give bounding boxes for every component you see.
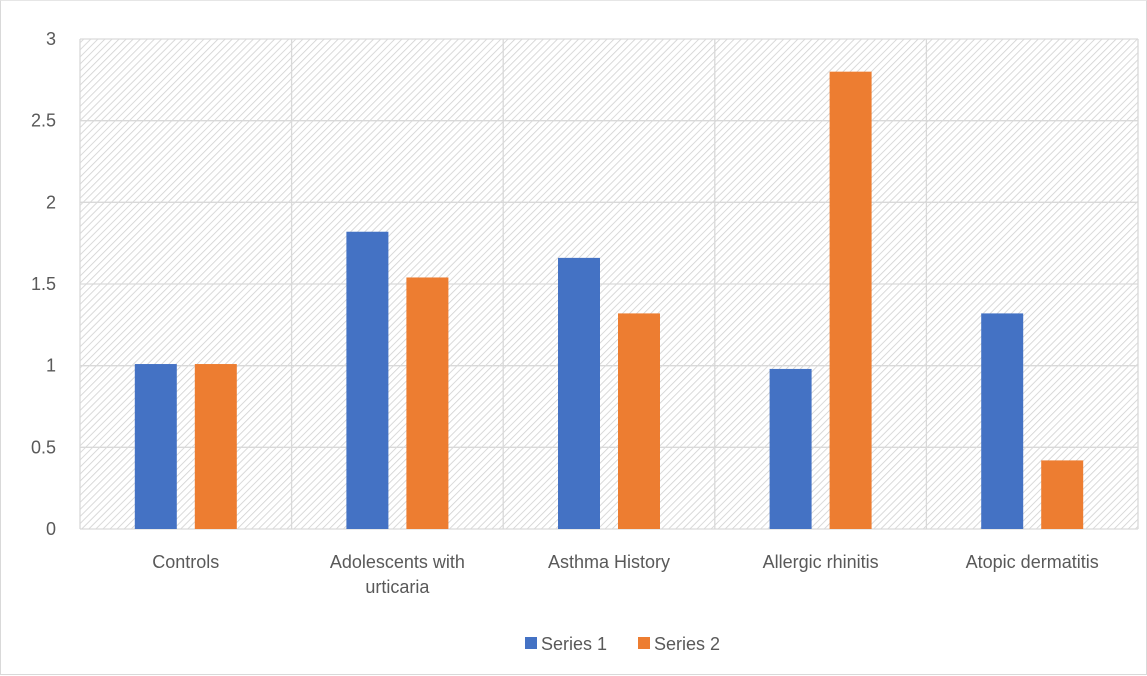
legend-label: Series 2 [654,634,720,654]
category-label: Asthma History [548,552,670,572]
bar-2-5 [1041,460,1084,529]
category-label-line: urticaria [365,577,430,597]
y-tick-label: 2 [46,192,56,212]
y-axis: 0 0.5 1 1.5 2 2.5 3 [31,29,56,539]
bar-1-2 [346,231,389,529]
bar-1-5 [981,313,1024,529]
bars [134,71,1084,530]
bar-2-3 [618,313,660,529]
bar-2-1 [194,364,237,529]
y-tick-label: 2.5 [31,111,56,131]
category-label-line: Allergic rhinitis [763,552,879,572]
y-tick-label: 0.5 [31,437,56,457]
bar-1-3 [558,257,600,529]
bar-2-2 [406,277,449,529]
category-label: Adolescents with urticaria [330,552,465,597]
bar-1-1 [134,364,177,529]
y-tick-label: 3 [46,29,56,49]
category-label: Allergic rhinitis [763,552,879,572]
legend-swatch [525,637,537,649]
y-tick-label: 0 [46,519,56,539]
bar-1-4 [769,368,812,529]
category-label-line: Atopic dermatitis [966,552,1099,572]
gridlines [79,38,1139,530]
category-label: Controls [152,552,219,572]
category-label: Atopic dermatitis [966,552,1099,572]
category-label-line: Asthma History [548,552,670,572]
y-tick-label: 1 [46,356,56,376]
y-tick-label: 1.5 [31,274,56,294]
legend-label: Series 1 [541,634,607,654]
legend-swatch [638,637,650,649]
bar-2-4 [829,71,872,530]
x-axis: Controls Adolescents with urticaria Asthma … [152,552,1098,597]
legend: Series 1 Series 2 [525,634,720,654]
category-label-line: Controls [152,552,219,572]
category-label-line: Adolescents with [330,552,465,572]
